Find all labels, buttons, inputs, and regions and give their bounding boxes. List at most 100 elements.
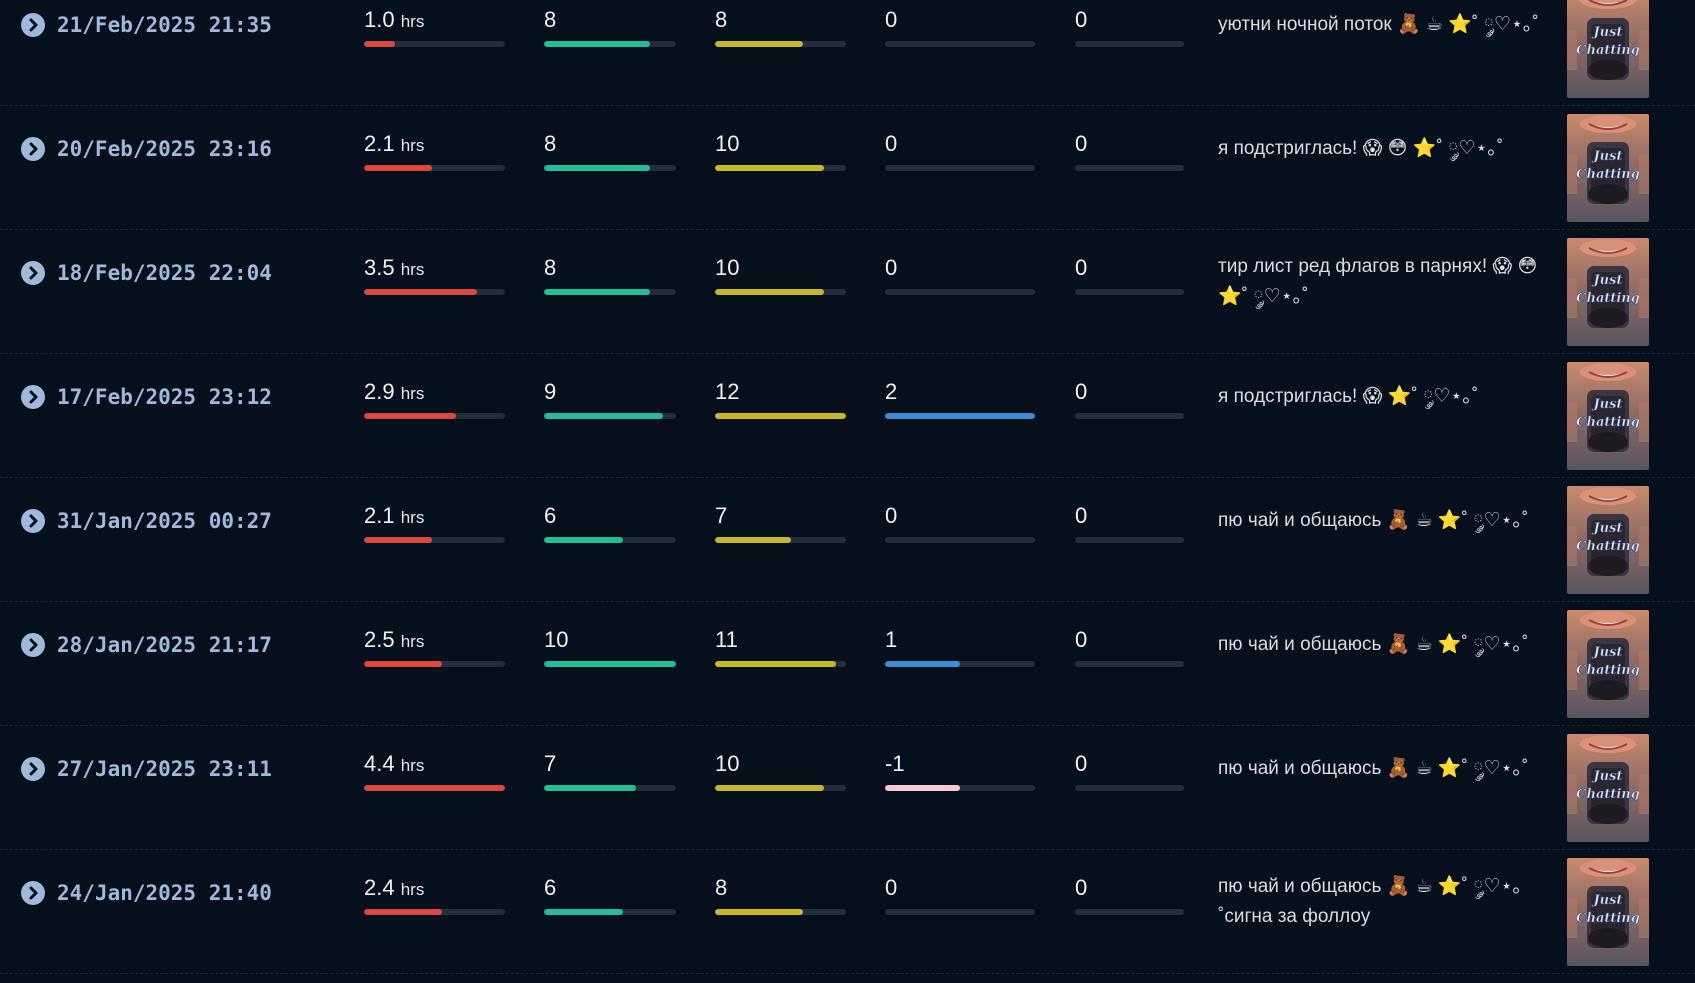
stream-row[interactable]: 27/Jan/2025 23:11 4.4 hrs 7 10 -1 0 пю чай и о… [0, 726, 1695, 850]
chevron-right-icon[interactable] [21, 261, 45, 285]
progress-fill [544, 165, 650, 171]
stream-date[interactable]: 18/Feb/2025 22:04 [57, 261, 272, 285]
svg-text:Just: Just [1591, 893, 1623, 908]
stream-stat-s5: 0 [1075, 379, 1184, 419]
stat-value: 6 [544, 503, 556, 529]
svg-text:Chatting: Chatting [1576, 167, 1640, 182]
stream-row[interactable]: 21/Feb/2025 21:35 1.0 hrs 8 8 0 0 уютни ночной… [0, 0, 1695, 106]
stream-date[interactable]: 24/Jan/2025 21:40 [57, 881, 272, 905]
stream-date[interactable]: 21/Feb/2025 21:35 [57, 13, 272, 37]
stream-stat-s4: 1 [885, 627, 1035, 667]
progress-track [1075, 537, 1184, 543]
svg-text:Just: Just [1591, 25, 1623, 40]
category-thumbnail[interactable]: Just Chatting [1567, 858, 1649, 966]
duration-unit: hrs [400, 632, 425, 651]
chevron-right-icon[interactable] [21, 13, 45, 37]
stream-stat-s5: 0 [1075, 255, 1184, 295]
duration-unit: hrs [400, 880, 425, 899]
value-text: 10 [544, 627, 569, 652]
value-text: 2.4 [364, 875, 395, 900]
stream-stat-s3: 11 [715, 627, 846, 667]
progress-fill [544, 537, 623, 543]
value-text: 1 [885, 627, 898, 652]
stream-title: пю чай и общаюсь 🧸 ☕ ⭐˚ ༘♡⋆｡˚сигна за фо… [1218, 876, 1523, 927]
stream-date[interactable]: 17/Feb/2025 23:12 [57, 385, 272, 409]
progress-track [544, 413, 676, 419]
chevron-right-icon[interactable] [21, 385, 45, 409]
progress-track [715, 413, 846, 419]
stream-title: я подстриглась! 😱 ⭐˚ ༘♡⋆｡˚ [1218, 386, 1479, 407]
progress-fill [715, 289, 824, 295]
stat-value: 0 [1075, 379, 1087, 405]
value-text: 0 [1075, 875, 1088, 900]
stream-row[interactable]: 20/Feb/2025 23:16 2.1 hrs 8 10 0 0 я подстригл… [0, 106, 1695, 230]
duration-unit: hrs [400, 260, 425, 279]
just-chatting-art: Just Chatting [1567, 362, 1649, 470]
value-text: 10 [715, 131, 740, 156]
duration-value: 2.1 hrs [364, 131, 424, 159]
value-text: 3.5 [364, 255, 395, 280]
svg-text:Chatting: Chatting [1576, 911, 1640, 926]
chevron-right-icon[interactable] [21, 757, 45, 781]
category-thumbnail[interactable]: Just Chatting [1567, 734, 1649, 842]
value-text: 0 [1075, 379, 1088, 404]
stat-value: 2 [885, 379, 897, 405]
stat-value: 0 [1075, 131, 1087, 157]
progress-fill [364, 413, 456, 419]
stream-stat-s3: 10 [715, 751, 846, 791]
category-thumbnail[interactable]: Just Chatting [1567, 238, 1649, 346]
duration-value: 2.5 hrs [364, 627, 424, 655]
category-thumbnail[interactable]: Just Chatting [1567, 0, 1649, 98]
category-thumbnail[interactable]: Just Chatting [1567, 610, 1649, 718]
value-text: 6 [544, 503, 557, 528]
value-text: 8 [715, 875, 728, 900]
chevron-right-icon[interactable] [21, 633, 45, 657]
chevron-right-icon[interactable] [21, 881, 45, 905]
category-thumbnail[interactable]: Just Chatting [1567, 362, 1649, 470]
progress-track [885, 165, 1035, 171]
duration-unit: hrs [400, 384, 425, 403]
category-thumbnail[interactable]: Just Chatting [1567, 114, 1649, 222]
stream-duration: 2.9 hrs [364, 379, 505, 419]
stat-value: 0 [1075, 503, 1087, 529]
stream-date[interactable]: 31/Jan/2025 00:27 [57, 509, 272, 533]
stream-date[interactable]: 28/Jan/2025 21:17 [57, 633, 272, 657]
progress-fill [364, 165, 432, 171]
stream-duration: 2.1 hrs [364, 503, 505, 543]
chevron-right-icon[interactable] [21, 137, 45, 161]
stream-row[interactable]: 28/Jan/2025 21:17 2.5 hrs 10 11 1 0 пю чай и о… [0, 602, 1695, 726]
category-thumbnail[interactable]: Just Chatting [1567, 486, 1649, 594]
stat-value: 0 [1075, 751, 1087, 777]
value-text: 0 [885, 255, 898, 280]
duration-value: 4.4 hrs [364, 751, 424, 779]
value-text: 0 [1075, 503, 1088, 528]
progress-track [544, 785, 676, 791]
stream-row[interactable]: 24/Jan/2025 21:40 2.4 hrs 6 8 0 0 пю чай и общ… [0, 850, 1695, 974]
progress-track [1075, 41, 1184, 47]
progress-fill [885, 413, 1035, 419]
stat-value: 0 [885, 503, 897, 529]
duration-value: 2.1 hrs [364, 503, 424, 531]
stream-row[interactable]: 31/Jan/2025 00:27 2.1 hrs 6 7 0 0 пю чай и общ… [0, 478, 1695, 602]
stream-duration: 4.4 hrs [364, 751, 505, 791]
progress-fill [544, 289, 650, 295]
progress-track [1075, 289, 1184, 295]
value-text: 9 [544, 379, 557, 404]
value-text: 0 [1075, 627, 1088, 652]
stream-stat-s4: -1 [885, 751, 1035, 791]
stream-row[interactable]: 18/Feb/2025 22:04 3.5 hrs 8 10 0 0 тир лист ре… [0, 230, 1695, 354]
just-chatting-art: Just Chatting [1567, 734, 1649, 842]
stat-value: 10 [715, 751, 739, 777]
stream-row[interactable]: 17/Feb/2025 23:12 2.9 hrs 9 12 2 0 я подстригл… [0, 354, 1695, 478]
stream-date[interactable]: 27/Jan/2025 23:11 [57, 757, 272, 781]
chevron-right-icon[interactable] [21, 509, 45, 533]
progress-track [715, 785, 846, 791]
stream-stat-s4: 0 [885, 255, 1035, 295]
just-chatting-art: Just Chatting [1567, 610, 1649, 718]
svg-text:Chatting: Chatting [1576, 663, 1640, 678]
value-text: 0 [1075, 7, 1088, 32]
duration-value: 2.4 hrs [364, 875, 424, 903]
progress-track [544, 537, 676, 543]
stat-value: 0 [885, 255, 897, 281]
stream-date[interactable]: 20/Feb/2025 23:16 [57, 137, 272, 161]
